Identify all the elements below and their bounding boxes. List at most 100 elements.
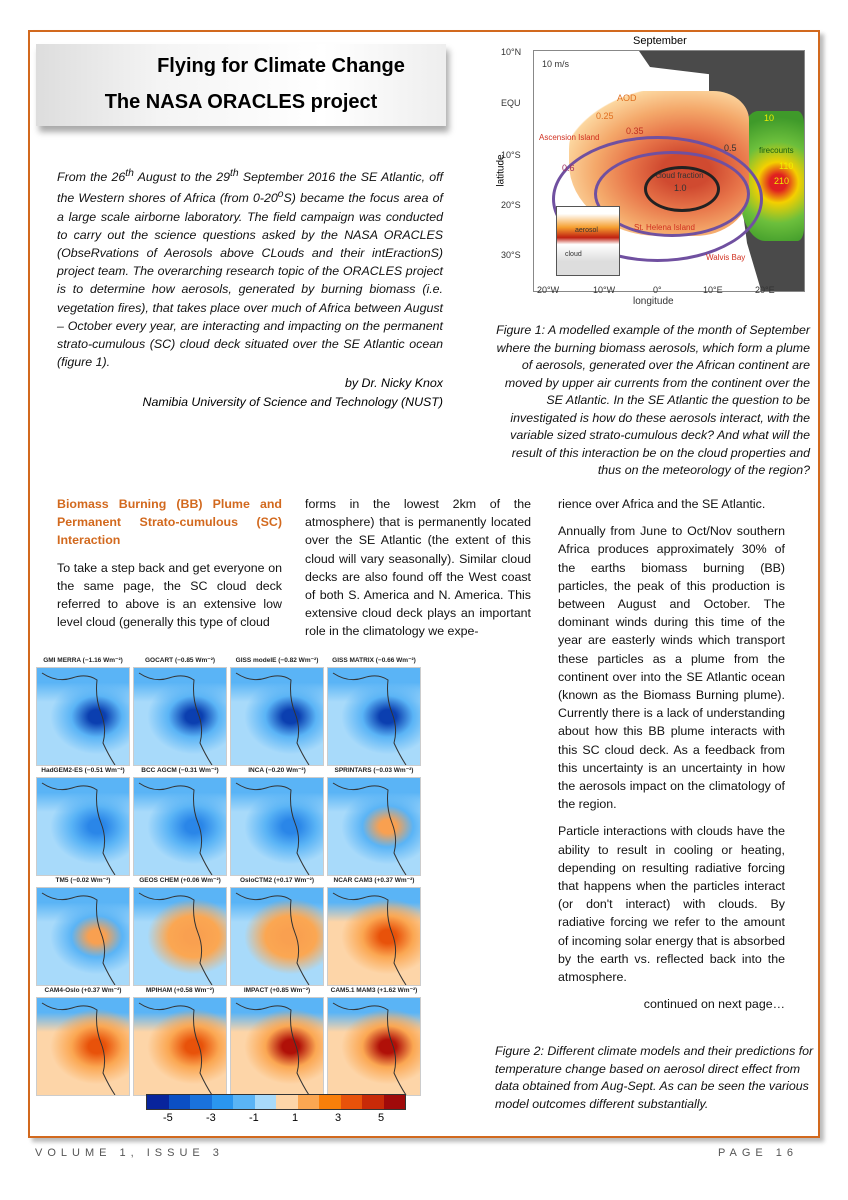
model-panel: HadGEM2-ES (−0.51 Wm⁻²) [36, 766, 130, 876]
label: firecounts [759, 146, 794, 155]
model-panel: GISS modelE (−0.82 Wm⁻²) [230, 656, 324, 766]
model-panel: CAM4-Oslo (+0.37 Wm⁻²) [36, 986, 130, 1096]
label: cloud [565, 251, 582, 258]
model-panel: GOCART (−0.85 Wm⁻²) [133, 656, 227, 766]
wind-scale: 10 m/s [542, 59, 570, 69]
panel-title: INCA (−0.20 Wm⁻²) [248, 767, 306, 774]
inset-profile: aerosol cloud [556, 206, 620, 276]
model-panel: GMI MERRA (−1.16 Wm⁻²) [36, 656, 130, 766]
x-tick: 10°W [593, 285, 616, 295]
y-tick: 30°S [501, 250, 521, 260]
colorbar-tick: 5 [378, 1112, 385, 1124]
panel-map [36, 997, 130, 1096]
panel-map [36, 667, 130, 766]
x-axis-label: longitude [633, 296, 674, 307]
model-panel: MPIHAM (+0.58 Wm⁻²) [133, 986, 227, 1096]
paragraph: rience over Africa and the SE Atlantic. [558, 497, 766, 511]
colorbar-swatch [276, 1095, 298, 1109]
paragraph: forms in the lowest 2km of the atmospher… [305, 497, 531, 639]
subtitle: The NASA ORACLES project [104, 91, 378, 113]
label: AOD [617, 93, 637, 103]
x-tick: 20°E [755, 285, 775, 295]
sup: th [125, 168, 134, 179]
cloud-contour [552, 136, 763, 262]
coastline [41, 782, 116, 875]
coastline [138, 782, 213, 875]
model-panel: GISS MATRIX (−0.66 Wm⁻²) [327, 656, 421, 766]
panel-map [327, 997, 421, 1096]
panel-title: TM5 (−0.02 Wm⁻²) [55, 877, 111, 884]
label: aerosol [575, 227, 598, 234]
label: Walvis Bay [706, 253, 746, 262]
model-panel: OsloCTM2 (+0.17 Wm⁻²) [230, 876, 324, 986]
model-panel: GEOS CHEM (+0.06 Wm⁻²) [133, 876, 227, 986]
panel-map [133, 667, 227, 766]
coastline [235, 892, 310, 985]
byline: by Dr. Nicky Knox Namibia University of … [100, 374, 443, 412]
footer-page: PAGE 16 [718, 1147, 799, 1159]
coastline [332, 672, 407, 765]
title: Flying for Climate Change [157, 55, 405, 77]
intro-text: From the 26 [57, 170, 126, 185]
continued-note: continued on next page… [643, 997, 785, 1012]
label: 10 [764, 113, 775, 123]
panel-title: MPIHAM (+0.58 Wm⁻²) [145, 987, 215, 994]
colorbar [146, 1094, 406, 1110]
cloud-contour [594, 151, 750, 237]
model-panel: CAM5.1 MAM3 (+1.62 Wm⁻²) [327, 986, 421, 1096]
paragraph: To take a step back and get everyone on … [57, 560, 282, 630]
coastline [332, 782, 407, 875]
y-tick: 10°S [501, 150, 521, 160]
label: 0.25 [596, 111, 614, 121]
model-panel: BCC AGCM (−0.31 Wm⁻²) [133, 766, 227, 876]
label: 0.5 [724, 143, 737, 153]
panel-map [230, 777, 324, 876]
colorbar-swatch [297, 1095, 319, 1109]
colorbar-tick: -3 [206, 1112, 216, 1124]
coastline [41, 672, 116, 765]
panel-title: GMI MERRA (−1.16 Wm⁻²) [43, 657, 123, 664]
sup: th [230, 168, 239, 179]
panel-map [327, 887, 421, 986]
column-1: Biomass Burning (BB) Plume and Permanent… [57, 495, 282, 640]
column-2: forms in the lowest 2km of the atmospher… [305, 495, 531, 650]
y-tick: EQU [501, 98, 521, 108]
panel-map [327, 667, 421, 766]
colorbar-swatch [190, 1095, 212, 1109]
panel-title: CAM5.1 MAM3 (+1.62 Wm⁻²) [330, 987, 418, 994]
figure-2-caption: Figure 2: Different climate models and t… [495, 1044, 814, 1111]
panel-map [133, 887, 227, 986]
model-panel: TM5 (−0.02 Wm⁻²) [36, 876, 130, 986]
colorbar-swatch [211, 1095, 233, 1109]
panel-map [133, 777, 227, 876]
panel-map [230, 997, 324, 1096]
paragraph: Annually from June to Oct/Nov southern A… [558, 524, 785, 812]
panel-grid: GMI MERRA (−1.16 Wm⁻²) GOCART (−0.85 Wm⁻²… [36, 656, 426, 1096]
panel-title: SPRINTARS (−0.03 Wm⁻²) [334, 767, 414, 774]
coastline [235, 782, 310, 875]
panel-title: GISS modelE (−0.82 Wm⁻²) [235, 657, 319, 664]
colorbar-swatch [340, 1095, 362, 1109]
intro-text: August to the 29 [133, 170, 231, 185]
coastline [235, 1002, 310, 1095]
colorbar-tick: -5 [163, 1112, 173, 1124]
colorbar-swatch [319, 1095, 341, 1109]
y-tick: 10°N [501, 47, 522, 57]
west-africa-land [639, 51, 804, 91]
colorbar-swatch [168, 1095, 190, 1109]
figure-2-model-panels: GMI MERRA (−1.16 Wm⁻²) GOCART (−0.85 Wm⁻²… [36, 656, 426, 1124]
coastline [332, 892, 407, 985]
panel-map [230, 887, 324, 986]
label: 210 [774, 176, 790, 186]
panel-title: HadGEM2-ES (−0.51 Wm⁻²) [41, 767, 125, 774]
section-heading: Biomass Burning (BB) Plume and Permanent… [57, 497, 282, 548]
colorbar-swatch [362, 1095, 384, 1109]
label: Ascension Island [539, 133, 600, 142]
figure-1-caption: Figure 1: A modelled example of the mont… [496, 323, 810, 477]
panel-title: GOCART (−0.85 Wm⁻²) [144, 657, 216, 664]
panel-map [36, 777, 130, 876]
map-area: 10 m/s AOD 0.25 0.35 0.5 0.6 Ascension I… [533, 50, 805, 292]
panel-map [327, 777, 421, 876]
panel-title: BCC AGCM (−0.31 Wm⁻²) [141, 767, 219, 774]
model-panel: INCA (−0.20 Wm⁻²) [230, 766, 324, 876]
